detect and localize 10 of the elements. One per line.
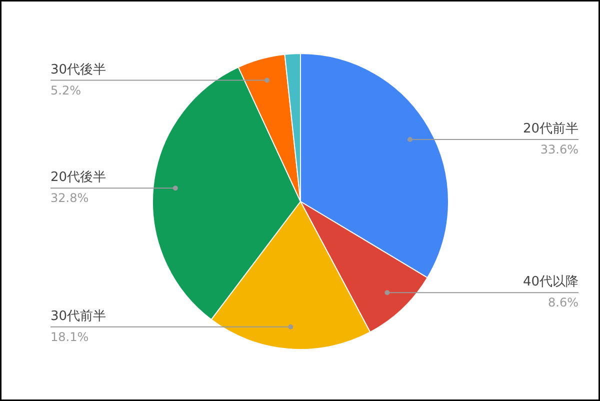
data-label: 8.6%: [548, 296, 579, 310]
data-label: 5.2%: [50, 83, 81, 98]
slice-label: 20代後半: [50, 170, 106, 186]
data-label: 18.1%: [50, 330, 89, 344]
slice-label: 30代後半: [50, 62, 106, 78]
slice-label: 30代前半: [50, 308, 106, 324]
data-label: 32.8%: [50, 191, 89, 206]
slice-label: 40代以降: [522, 274, 579, 290]
data-label: 33.6%: [540, 142, 579, 157]
slice-label: 20代前半: [522, 122, 579, 137]
